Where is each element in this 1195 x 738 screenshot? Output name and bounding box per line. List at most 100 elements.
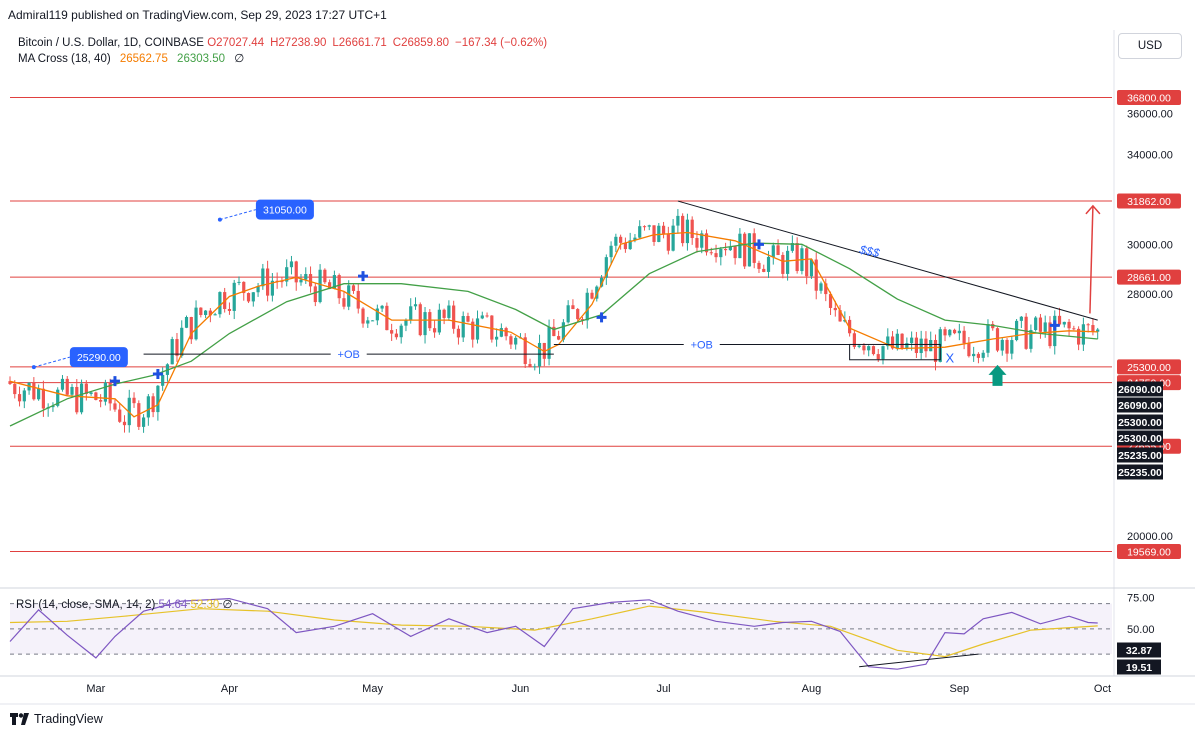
candle-body <box>75 386 79 413</box>
candle-body <box>180 327 184 356</box>
candle-body <box>1062 321 1066 325</box>
candle-body <box>809 259 814 277</box>
candle-body <box>285 267 289 282</box>
candle-body <box>547 326 551 359</box>
candle-body <box>499 328 503 337</box>
candle-body <box>595 286 599 299</box>
x-tick-label: Oct <box>1094 683 1111 695</box>
candle-body <box>318 269 322 303</box>
level-badge-label: 28661.00 <box>1127 272 1171 284</box>
candle-body <box>652 225 656 242</box>
candle-body <box>986 324 990 353</box>
candle-body <box>723 249 728 251</box>
level-badge <box>1117 359 1181 375</box>
legend-ohlc-row: Bitcoin / U.S. Dollar, 1D, COINBASE O270… <box>18 35 553 51</box>
candle-body <box>633 237 637 241</box>
candle-body <box>709 252 713 254</box>
candle-body <box>246 293 251 302</box>
candle-body <box>557 336 561 340</box>
candle-body <box>156 385 160 413</box>
candle-body <box>452 305 456 329</box>
axis-badge-label: 26090.00 <box>1118 384 1162 396</box>
order-block-label: +OB <box>338 349 360 361</box>
level-badge-label: 36800.00 <box>1127 92 1171 104</box>
candle-body <box>490 315 494 340</box>
candle-body <box>1096 329 1100 332</box>
candle-body <box>227 308 232 311</box>
candle-body <box>151 396 155 413</box>
axis-badge <box>1117 430 1163 446</box>
axis-badge <box>1117 414 1163 430</box>
candle-body <box>948 329 952 336</box>
candle-body <box>1086 324 1090 326</box>
candle-body <box>580 319 585 321</box>
candle-body <box>17 394 22 402</box>
order-block-label-bg <box>330 346 367 363</box>
candle-body <box>895 333 899 349</box>
y-tick-label: 34000.00 <box>1127 149 1173 161</box>
candle-body <box>890 336 895 349</box>
candle-body <box>871 346 876 355</box>
candle-body <box>375 308 379 321</box>
candle-body <box>714 253 718 258</box>
candle-body <box>805 248 809 277</box>
candle-body <box>762 268 766 272</box>
top-bar: Admiral119 published on TradingView.com,… <box>0 0 1195 30</box>
candle-body <box>671 225 675 251</box>
candle-body <box>380 305 384 309</box>
ma-indicator-label[interactable]: MA Cross (18, 40) <box>18 53 111 65</box>
currency-button[interactable]: USD <box>1118 33 1182 59</box>
candle-body <box>146 396 150 418</box>
candle-body <box>280 281 284 283</box>
candle-body <box>867 346 871 351</box>
level-badge <box>1117 89 1181 105</box>
candle-body <box>614 236 618 246</box>
x-tick-label: Jun <box>512 683 530 695</box>
candle-body <box>208 310 212 316</box>
open-value: O27027.44 <box>207 37 265 49</box>
level-badge <box>1117 543 1181 559</box>
order-block-label-bg <box>683 336 720 353</box>
rsi-sma-line <box>9 605 1098 658</box>
tradingview-logo[interactable]: TradingView <box>10 712 103 726</box>
candle-body <box>628 240 632 250</box>
level-badge <box>1117 193 1181 209</box>
candle-body <box>623 242 628 250</box>
candle-body <box>294 261 298 283</box>
symbol-name[interactable]: Bitcoin / U.S. Dollar, 1D, COINBASE <box>18 37 204 49</box>
candle-body <box>929 339 933 352</box>
candle-body <box>394 333 399 338</box>
axis-badge <box>1117 381 1163 397</box>
candle-body <box>991 324 995 329</box>
callout-box <box>255 199 314 220</box>
candle-body <box>852 333 856 347</box>
candle-body <box>447 305 451 318</box>
rsi-indicator-label[interactable]: RSI (14, close, SMA, 14, 2) <box>16 599 156 611</box>
candle-body <box>590 292 594 299</box>
candle-body <box>404 320 408 326</box>
candle-body <box>704 233 709 253</box>
candle-body <box>304 274 308 280</box>
candle-body <box>828 294 833 308</box>
candle-body <box>323 269 327 283</box>
candle-body <box>681 215 685 244</box>
candle-body <box>41 388 45 409</box>
candle-body <box>790 243 794 251</box>
axis-badge-label: 26090.00 <box>1118 400 1162 412</box>
candle-body <box>299 279 303 283</box>
candle-body <box>361 308 365 324</box>
x-tick-label: May <box>362 683 383 695</box>
candle-body <box>571 305 575 310</box>
candle-body <box>423 312 427 336</box>
candle-body <box>661 225 666 234</box>
candle-body <box>184 317 189 328</box>
candle-body <box>270 280 274 296</box>
candle-body <box>132 397 136 404</box>
candle-body <box>1043 322 1047 332</box>
candle-body <box>752 233 756 263</box>
candle-body <box>289 261 294 268</box>
candle-body <box>638 226 642 238</box>
candle-body <box>676 215 680 226</box>
candle-body <box>743 233 747 267</box>
